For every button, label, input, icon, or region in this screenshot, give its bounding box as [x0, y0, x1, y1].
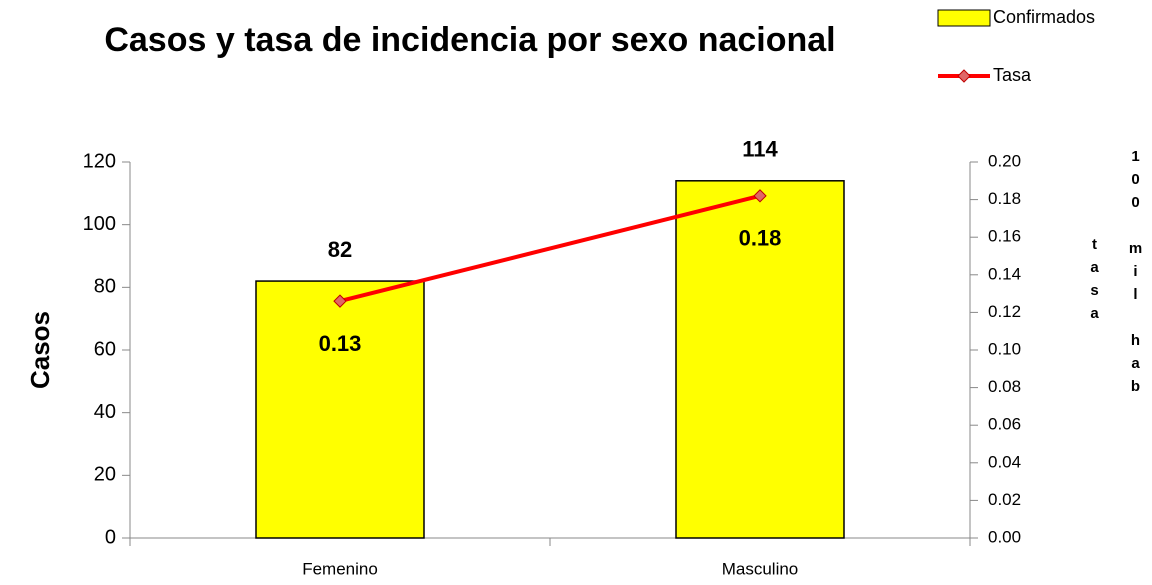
y2-tick-label: 0.06 [988, 415, 1021, 434]
y2-tick-label: 0.18 [988, 189, 1021, 208]
legend-label: Tasa [993, 65, 1032, 85]
y2-tick-label: 0.14 [988, 264, 1021, 283]
y-tick-label: 0 [105, 526, 116, 548]
y-tick-label: 60 [94, 338, 116, 360]
legend-label: Confirmados [993, 7, 1095, 27]
y2-tick-label: 0.00 [988, 527, 1021, 546]
y-tick-label: 80 [94, 276, 116, 298]
legend-swatch [937, 9, 991, 27]
y-tick-label: 100 [83, 213, 116, 235]
y2-tick-label: 0.04 [988, 452, 1021, 471]
line-marker [333, 294, 347, 308]
bar [675, 180, 845, 539]
x-tick-label: Femenino [302, 559, 378, 578]
y-tick-label: 120 [83, 150, 116, 172]
chart-title: Casos y tasa de incidencia por sexo naci… [104, 21, 835, 59]
y2-axis-label: tasa [1086, 236, 1103, 328]
data-label: 82 [328, 237, 352, 262]
y2-tick-label: 0.10 [988, 339, 1021, 358]
y-tick-label: 40 [94, 401, 116, 423]
data-label: 114 [742, 137, 778, 162]
y2-tick-label: 0.02 [988, 490, 1021, 509]
data-label: 0.18 [739, 226, 782, 251]
line-marker [753, 189, 767, 203]
y-tick-label: 20 [94, 464, 116, 486]
x-tick-label: Masculino [722, 559, 799, 578]
y2-tick-label: 0.12 [988, 302, 1021, 321]
y2-tick-label: 0.20 [988, 151, 1021, 170]
y-axis-label: Casos [25, 311, 55, 389]
line [339, 193, 761, 304]
y2-tick-label: 0.08 [988, 377, 1021, 396]
data-label: 0.13 [319, 331, 362, 356]
bar [255, 280, 425, 539]
y2-tick-label: 0.16 [988, 227, 1021, 246]
y2-axis-label: 100 mil hab [1127, 148, 1144, 401]
legend-marker [957, 69, 971, 83]
